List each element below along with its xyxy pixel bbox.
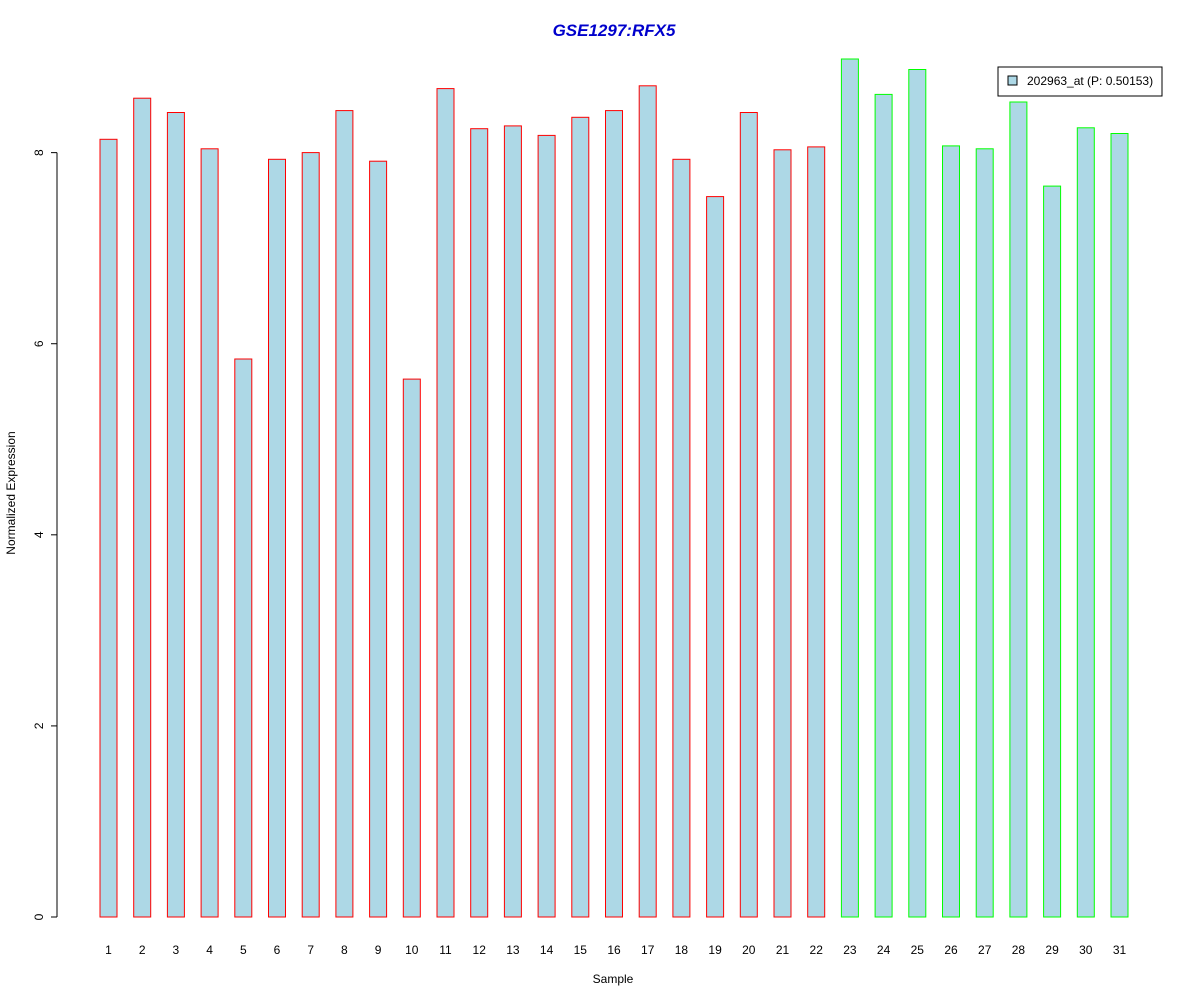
y-tick-label: 2 <box>32 722 46 729</box>
x-tick-label: 5 <box>240 943 247 957</box>
legend-swatch <box>1007 75 1018 86</box>
x-tick-label: 15 <box>574 943 588 957</box>
bar-sample-2 <box>133 97 152 918</box>
x-tick-label: 17 <box>641 943 655 957</box>
bar-sample-25 <box>908 69 927 918</box>
bar-sample-14 <box>537 134 556 918</box>
x-tick-label: 20 <box>742 943 756 957</box>
y-tick-label: 0 <box>32 913 46 920</box>
x-tick-label: 24 <box>877 943 891 957</box>
bar-sample-4 <box>200 148 219 918</box>
bar-sample-23 <box>840 58 859 918</box>
bar-sample-1 <box>99 138 118 918</box>
x-tick-label: 22 <box>810 943 824 957</box>
bar-sample-19 <box>706 196 725 918</box>
x-axis-label: Sample <box>593 972 634 986</box>
y-tick-label: 4 <box>32 531 46 538</box>
x-tick-label: 1 <box>105 943 112 957</box>
bar-sample-28 <box>1009 101 1028 918</box>
bar-sample-20 <box>739 112 758 918</box>
chart-title: GSE1297:RFX5 <box>553 21 676 40</box>
x-tick-label: 13 <box>506 943 520 957</box>
bar-sample-5 <box>234 358 253 918</box>
bar-sample-11 <box>436 88 455 918</box>
bar-sample-29 <box>1043 185 1062 918</box>
bar-sample-10 <box>402 378 421 918</box>
bar-sample-24 <box>874 93 893 918</box>
bar-sample-12 <box>470 128 489 918</box>
x-tick-label: 27 <box>978 943 992 957</box>
x-tick-label: 4 <box>206 943 213 957</box>
legend-label: 202963_at (P: 0.50153) <box>1027 74 1153 88</box>
x-tick-label: 18 <box>675 943 689 957</box>
x-tick-label: 29 <box>1045 943 1059 957</box>
bar-sample-13 <box>503 125 522 918</box>
bar-sample-15 <box>571 116 590 918</box>
x-tick-label: 23 <box>843 943 857 957</box>
bar-sample-26 <box>942 145 960 918</box>
x-tick-label: 30 <box>1079 943 1093 957</box>
x-tick-label: 10 <box>405 943 419 957</box>
x-tick-label: 14 <box>540 943 554 957</box>
bar-sample-16 <box>605 110 623 918</box>
bar-sample-6 <box>268 158 286 918</box>
bar-sample-3 <box>166 112 185 918</box>
bars-group <box>99 58 1129 918</box>
bar-sample-27 <box>975 148 994 918</box>
x-tick-label: 26 <box>944 943 958 957</box>
legend: 202963_at (P: 0.50153) <box>997 66 1163 97</box>
bar-sample-22 <box>807 146 826 918</box>
y-tick-label: 8 <box>32 149 46 156</box>
x-tick-label: 28 <box>1012 943 1026 957</box>
x-tick-label: 21 <box>776 943 790 957</box>
x-tick-label: 19 <box>708 943 722 957</box>
x-tick-label: 3 <box>173 943 180 957</box>
bar-sample-31 <box>1110 133 1129 918</box>
bar-sample-7 <box>301 152 320 918</box>
bar-sample-30 <box>1076 127 1095 918</box>
x-tick-label: 9 <box>375 943 382 957</box>
x-tick-label: 31 <box>1113 943 1127 957</box>
y-axis: 0 2 4 6 8 <box>32 149 58 920</box>
x-tick-label: 7 <box>307 943 314 957</box>
x-tick-label: 6 <box>274 943 281 957</box>
x-tick-label: 16 <box>607 943 621 957</box>
y-tick-label: 6 <box>32 340 46 347</box>
legend-box <box>997 66 1163 97</box>
x-tick-label: 2 <box>139 943 146 957</box>
x-tick-label: 25 <box>911 943 925 957</box>
x-tick-label: 11 <box>439 943 452 957</box>
x-tick-label: 12 <box>473 943 487 957</box>
bar-sample-9 <box>369 160 388 918</box>
bar-sample-18 <box>672 158 691 918</box>
bar-sample-17 <box>638 85 657 918</box>
bar-sample-21 <box>773 149 792 918</box>
x-tick-labels: 1 2 3 4 5 6 7 8 9 10 11 12 13 14 15 16 17 18 19 20 21 22 23 24 2… <box>105 943 1126 957</box>
x-tick-label: 8 <box>341 943 348 957</box>
bar-sample-8 <box>335 110 354 918</box>
y-axis-label: Normalized Expression <box>4 431 18 554</box>
